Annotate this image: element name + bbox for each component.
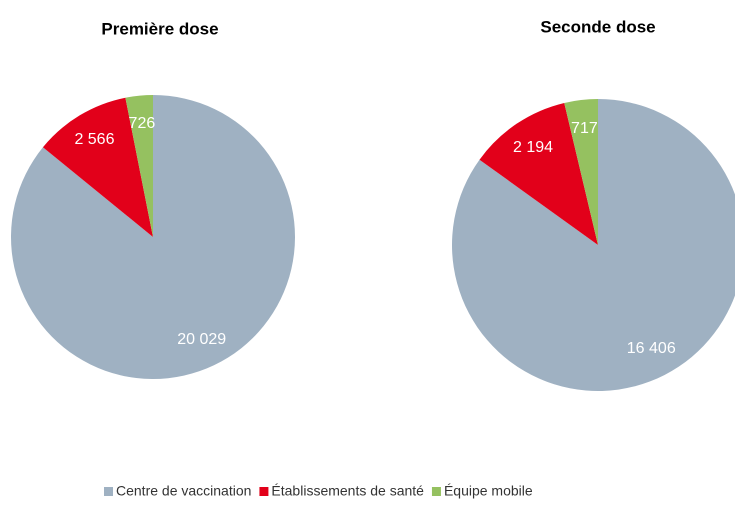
pie-slice	[479, 102, 598, 245]
legend-swatch	[104, 487, 113, 496]
legend-swatch	[431, 487, 441, 496]
value-label: 726	[129, 115, 156, 132]
legend-swatch	[259, 487, 269, 496]
value-label: 717	[571, 120, 598, 137]
value-label: 20 029	[177, 331, 226, 348]
value-label: 2 566	[74, 131, 114, 148]
chart-title: Première dose	[101, 19, 218, 38]
pie-slice	[564, 99, 598, 245]
legend-label: Équipe mobile	[444, 483, 533, 499]
legend-label: Centre de vaccination	[116, 483, 251, 499]
pie-slice	[11, 95, 295, 380]
pie-slice	[42, 97, 154, 238]
value-label: 16 406	[627, 340, 676, 357]
chart-title: Seconde dose	[540, 17, 655, 36]
pie-slice	[125, 95, 153, 237]
value-label: 2 194	[513, 139, 553, 156]
legend-label: Établissements de santé	[271, 483, 424, 499]
pie-slice	[452, 99, 735, 391]
